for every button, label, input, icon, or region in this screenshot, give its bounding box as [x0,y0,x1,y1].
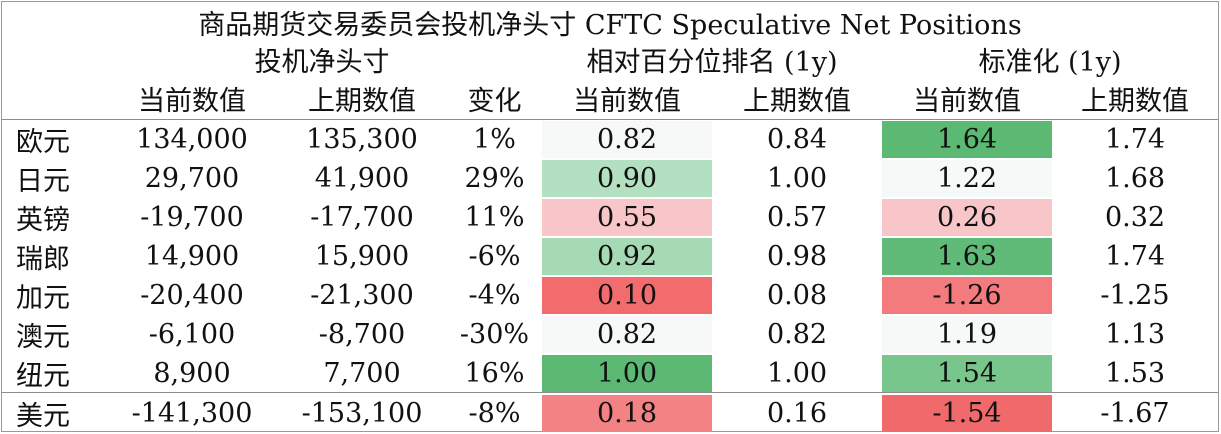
cell-pct-cur: 0.18 [542,395,712,432]
table-row: 纽元 8,900 7,700 16% 1.00 1.00 1.54 1.53 [2,354,1218,393]
cell-std-cur: -1.26 [882,277,1052,314]
cell-name: 瑞郎 [16,244,70,275]
usd-divider [2,392,1218,393]
cell-std-cur: 1.19 [882,316,1052,353]
cell-net-cur: 29,700 [144,163,240,194]
table-row: 英镑 -19,700 -17,700 11% 0.55 0.57 0.26 0.32 [2,198,1218,237]
cell-std-prev: 1.74 [1104,241,1166,272]
cell-pct-cur: 0.92 [542,238,712,275]
cell-pct-cur: 0.82 [542,121,712,158]
cell-change: 16% [464,358,525,389]
cell-net-prev: 135,300 [306,124,418,155]
cell-name: 日元 [16,166,70,197]
cell-pct-prev: 0.57 [766,202,828,233]
cell-net-cur: -20,400 [140,280,244,311]
cell-net-cur: -19,700 [140,202,244,233]
cell-net-cur: 134,000 [136,124,248,155]
table-row: 美元 -141,300 -153,100 -8% 0.18 0.16 -1.54 -1.67 [2,394,1218,433]
table-row: 日元 29,700 41,900 29% 0.90 1.00 1.22 1.68 [2,159,1218,198]
cell-name: 美元 [16,401,70,432]
cell-std-prev: 1.53 [1104,358,1166,389]
table-title: 商品期货交易委员会投机净头寸 CFTC Speculative Net Posi… [198,9,1022,41]
cell-pct-cur: 1.00 [542,355,712,392]
table-row: 加元 -20,400 -21,300 -4% 0.10 0.08 -1.26 -1.25 [2,276,1218,315]
cell-std-prev: 0.32 [1104,202,1166,233]
cell-pct-cur: 0.90 [542,160,712,197]
cell-net-cur: -141,300 [131,398,253,429]
cell-name: 欧元 [16,127,70,158]
cell-std-cur: 1.54 [882,355,1052,392]
group-net-positions: 投机净头寸 [254,47,390,78]
cell-name: 加元 [16,283,70,314]
cell-pct-cur: 0.55 [542,199,712,236]
cell-std-prev: -1.25 [1100,280,1170,311]
cell-change: -8% [468,398,521,429]
cell-change: -30% [459,319,530,350]
col-net-previous: 上期数值 [308,86,416,117]
cell-name: 澳元 [16,322,70,353]
cell-net-prev: 41,900 [314,163,410,194]
cell-net-prev: 7,700 [323,358,401,389]
table-row: 瑞郎 14,900 15,900 -6% 0.92 0.98 1.63 1.74 [2,237,1218,276]
cell-pct-cur: 0.82 [542,316,712,353]
cell-change: 1% [473,124,516,155]
col-pct-current: 当前数值 [573,86,681,117]
cell-std-prev: 1.74 [1104,124,1166,155]
cell-pct-prev: 0.16 [766,398,828,429]
cell-pct-prev: 0.08 [766,280,828,311]
col-std-previous: 上期数值 [1081,86,1189,117]
cell-net-cur: -6,100 [148,319,236,350]
cell-std-prev: -1.67 [1100,398,1170,429]
cell-pct-prev: 0.84 [766,124,828,155]
cell-net-cur: 8,900 [153,358,231,389]
cell-change: 29% [464,163,525,194]
cell-change: 11% [464,202,525,233]
table-row: 欧元 134,000 135,300 1% 0.82 0.84 1.64 1.74 [2,120,1218,159]
header-divider [2,119,1218,120]
cell-std-cur: 1.64 [882,121,1052,158]
cell-std-cur: -1.54 [882,395,1052,432]
cell-net-prev: 15,900 [314,241,410,272]
cell-net-prev: -17,700 [310,202,414,233]
col-change: 变化 [467,86,522,117]
cell-pct-cur: 0.10 [542,277,712,314]
cell-change: -6% [468,241,521,272]
col-net-current: 当前数值 [138,86,246,117]
cell-std-cur: 1.22 [882,160,1052,197]
cell-net-cur: 14,900 [144,241,240,272]
cell-pct-prev: 1.00 [766,358,828,389]
table-row: 澳元 -6,100 -8,700 -30% 0.82 0.82 1.19 1.13 [2,315,1218,354]
cell-net-prev: -8,700 [318,319,406,350]
group-standardized: 标准化 (1y) [978,47,1122,78]
cell-pct-prev: 0.82 [766,319,828,350]
cell-pct-prev: 1.00 [766,163,828,194]
cell-name: 英镑 [16,205,70,236]
cell-net-prev: -153,100 [301,398,423,429]
cell-net-prev: -21,300 [310,280,414,311]
cell-name: 纽元 [16,361,70,392]
cell-pct-prev: 0.98 [766,241,828,272]
column-header-row: 当前数值 上期数值 变化 当前数值 上期数值 当前数值 上期数值 [2,80,1218,119]
cell-std-cur: 0.26 [882,199,1052,236]
cell-change: -4% [468,280,521,311]
col-pct-previous: 上期数值 [743,86,851,117]
cell-std-cur: 1.63 [882,238,1052,275]
group-percentile-rank: 相对百分位排名 (1y) [586,47,838,78]
group-header-row: 投机净头寸 相对百分位排名 (1y) 标准化 (1y) [2,41,1218,80]
cell-std-prev: 1.13 [1104,319,1166,350]
col-std-current: 当前数值 [913,86,1021,117]
cell-std-prev: 1.68 [1104,163,1166,194]
